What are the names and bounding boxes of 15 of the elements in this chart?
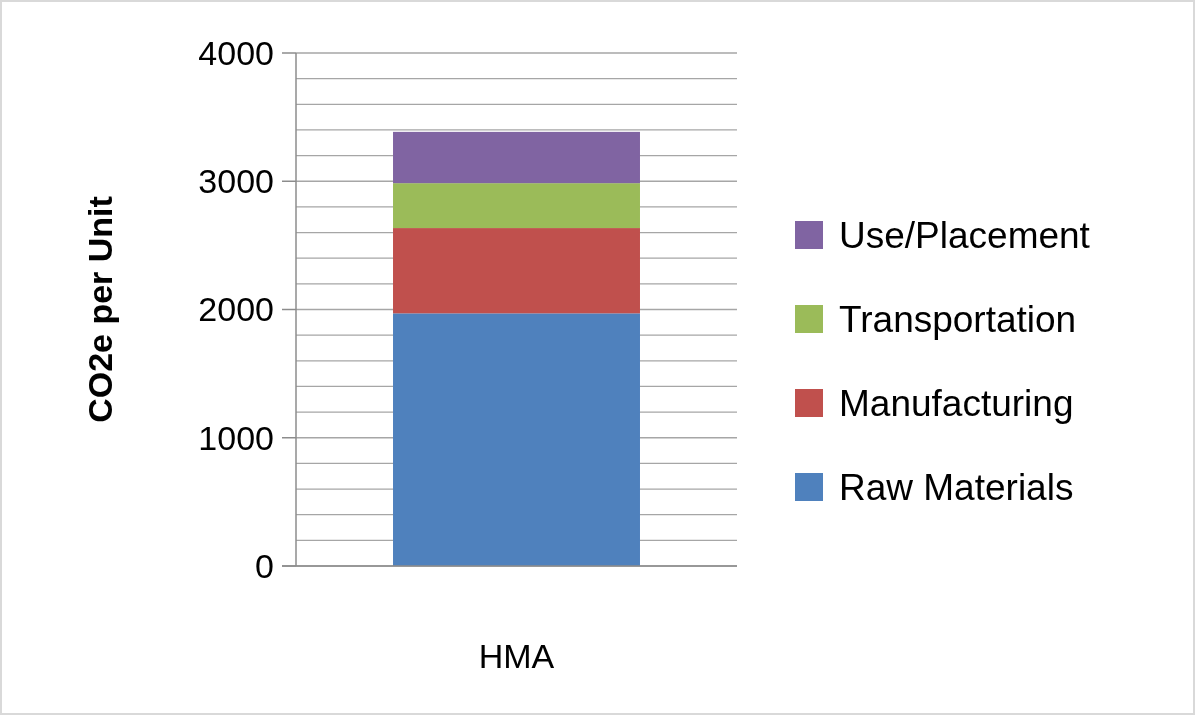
y-tick-label: 2000 bbox=[198, 290, 274, 329]
y-tick-label: 1000 bbox=[198, 418, 274, 457]
y-axis-title: CO2e per Unit bbox=[80, 196, 119, 423]
x-tick-label: HMA bbox=[478, 636, 555, 675]
y-tick-label: 3000 bbox=[198, 162, 274, 201]
bar bbox=[393, 131, 640, 184]
bar bbox=[393, 183, 640, 229]
legend-label: Manufacturing bbox=[839, 382, 1074, 424]
legend-label: Transportation bbox=[839, 298, 1077, 340]
y-tick-label: 4000 bbox=[198, 33, 274, 72]
y-tick-label: 0 bbox=[255, 546, 274, 585]
legend-label: Raw Materials bbox=[839, 466, 1074, 508]
bar bbox=[393, 228, 640, 314]
bar bbox=[393, 313, 640, 566]
legend-label: Use/Placement bbox=[839, 214, 1091, 256]
